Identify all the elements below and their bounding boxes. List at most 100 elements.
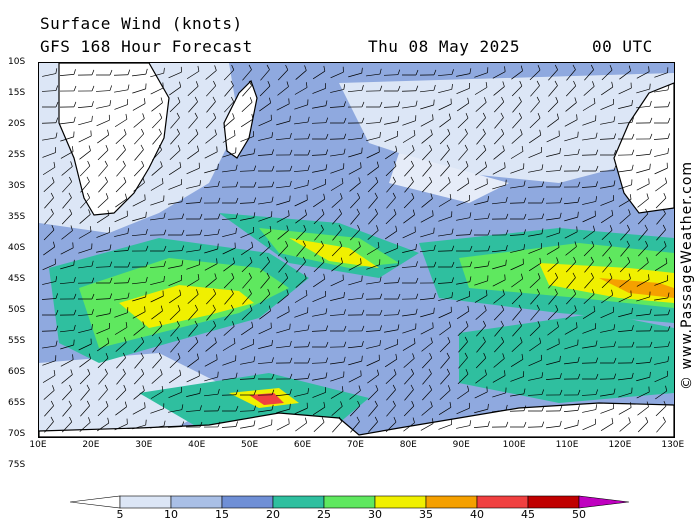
wind-barb bbox=[205, 337, 217, 352]
wind-barb bbox=[134, 128, 145, 145]
wind-barb bbox=[582, 196, 598, 205]
wind-barb bbox=[348, 370, 362, 383]
wind-barb bbox=[439, 385, 451, 400]
wind-barb bbox=[293, 149, 311, 156]
wind-barb bbox=[113, 261, 131, 268]
wind-barb bbox=[257, 165, 275, 172]
wind-barb bbox=[582, 418, 596, 431]
wind-barb bbox=[419, 69, 437, 76]
lat-label: 40S bbox=[8, 243, 26, 253]
wind-barb bbox=[205, 129, 217, 144]
wind-barb bbox=[600, 98, 614, 110]
colorbar-segment bbox=[323, 495, 376, 509]
wind-barb bbox=[295, 417, 308, 432]
wind-barb bbox=[492, 370, 506, 383]
wind-barb bbox=[564, 322, 578, 335]
wind-barb bbox=[239, 405, 257, 412]
wind-barb bbox=[437, 69, 454, 76]
wind-barb bbox=[222, 355, 237, 366]
wind-barb bbox=[331, 193, 343, 208]
wind-barb bbox=[95, 261, 113, 268]
wind-barb bbox=[257, 149, 274, 156]
wind-barb bbox=[275, 165, 293, 172]
wind-barb bbox=[510, 163, 525, 174]
wind-barb bbox=[564, 114, 578, 127]
wind-barb bbox=[134, 352, 144, 369]
wind-barb bbox=[421, 144, 433, 161]
wind-barb bbox=[367, 225, 379, 240]
wind-barb bbox=[402, 100, 418, 109]
wind-barb bbox=[131, 245, 149, 252]
wind-barb bbox=[348, 292, 364, 301]
wind-barb bbox=[457, 161, 469, 177]
lat-label: 50S bbox=[8, 305, 26, 315]
wind-barb bbox=[348, 67, 363, 78]
wind-barb bbox=[277, 272, 289, 289]
wind-barb bbox=[582, 115, 597, 126]
wind-barb bbox=[115, 176, 127, 193]
wind-barb bbox=[329, 309, 346, 316]
wind-barb bbox=[420, 84, 436, 93]
wind-barb bbox=[509, 405, 527, 412]
wind-barb bbox=[421, 337, 433, 352]
wind-barb bbox=[511, 80, 523, 97]
wind-barb bbox=[581, 373, 599, 380]
wind-barb bbox=[546, 355, 561, 366]
wind-barb bbox=[384, 339, 398, 350]
wind-barb bbox=[258, 322, 272, 335]
wind-barb bbox=[457, 97, 470, 112]
wind-barb bbox=[403, 145, 415, 160]
wind-barb bbox=[402, 308, 418, 317]
wind-barb bbox=[438, 292, 454, 301]
wind-barb bbox=[78, 243, 93, 254]
wind-barb bbox=[59, 101, 77, 108]
wind-barb bbox=[637, 401, 649, 416]
wind-barb bbox=[564, 356, 580, 365]
colorbar-segment bbox=[221, 495, 274, 509]
wind-barb bbox=[385, 161, 397, 177]
wind-barb bbox=[403, 353, 415, 368]
wind-barb bbox=[97, 193, 109, 209]
wind-barb bbox=[654, 257, 668, 272]
wind-barb bbox=[348, 85, 364, 93]
wind-barb bbox=[403, 417, 415, 432]
wind-barb bbox=[98, 384, 108, 401]
landmasses bbox=[39, 63, 674, 437]
wind-barb bbox=[116, 368, 126, 385]
wind-barb bbox=[438, 306, 452, 319]
wind-barb bbox=[510, 371, 525, 382]
wind-barb bbox=[455, 245, 473, 252]
wind-barb bbox=[80, 176, 90, 193]
lon-label: 20E bbox=[82, 440, 100, 450]
wind-barb bbox=[476, 320, 486, 337]
wind-barb bbox=[276, 403, 291, 414]
wind-barb bbox=[636, 149, 652, 157]
wind-barb bbox=[116, 352, 126, 369]
wind-barb bbox=[278, 256, 288, 273]
wind-barb bbox=[258, 132, 274, 141]
lon-label: 30E bbox=[135, 440, 153, 450]
wind-barb bbox=[203, 405, 221, 412]
wind-barb bbox=[221, 405, 239, 412]
wind-barb bbox=[167, 229, 185, 236]
wind-barb bbox=[312, 387, 326, 398]
wind-barb bbox=[365, 309, 383, 316]
wind-barb bbox=[276, 180, 292, 189]
wind-barb bbox=[510, 146, 524, 159]
wind-barb bbox=[420, 307, 435, 318]
wind-barb bbox=[473, 421, 490, 428]
wind-barb bbox=[383, 293, 401, 300]
wind-barb bbox=[150, 195, 165, 206]
wind-barb bbox=[656, 208, 666, 225]
colorbar-label: 5 bbox=[116, 508, 124, 521]
wind-barb bbox=[563, 165, 581, 172]
wind-barb bbox=[294, 82, 308, 95]
wind-barb bbox=[330, 386, 344, 399]
wind-barb bbox=[548, 64, 558, 81]
wind-barb bbox=[546, 420, 562, 429]
wind-barb bbox=[168, 386, 182, 398]
wind-barb bbox=[204, 181, 220, 189]
wind-barb bbox=[132, 211, 147, 222]
wind-barb bbox=[511, 65, 523, 80]
wind-barb bbox=[114, 99, 129, 110]
